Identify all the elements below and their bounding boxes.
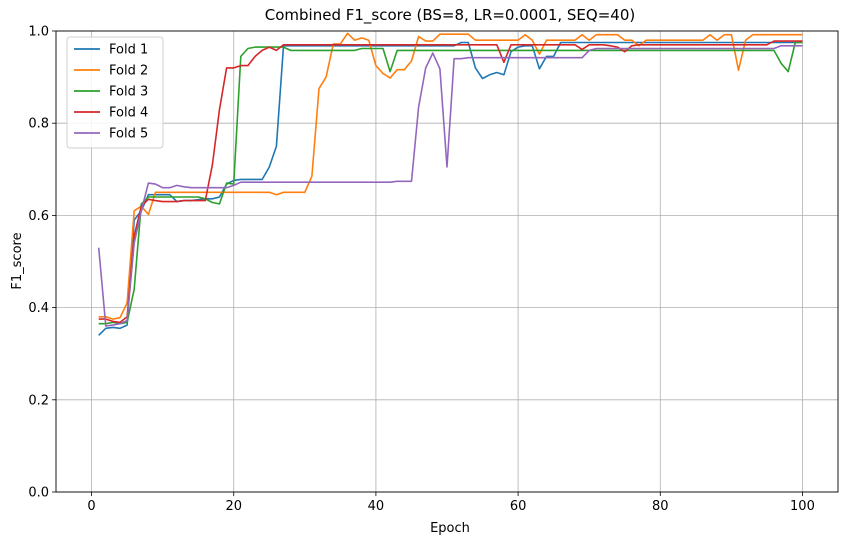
x-tick-label: 100: [790, 499, 815, 514]
series-line-fold-5: [97, 44, 803, 327]
series-line-fold-2: [98, 32, 803, 320]
x-axis-label: Epoch: [430, 521, 470, 536]
x-tick-label: 80: [652, 499, 669, 514]
legend-label: Fold 1: [109, 43, 148, 58]
legend: Fold 1 Fold 2 Fold 3 Fold 4 Fold 5: [66, 36, 164, 149]
chart-title: Combined F1_score (BS=8, LR=0.0001, SEQ=…: [265, 6, 635, 25]
series-lines: [97, 32, 803, 336]
series-line-fold-3: [98, 41, 803, 325]
y-tick-label: 1.0: [28, 25, 49, 40]
y-tick-label: 0.2: [28, 393, 49, 408]
series-line-fold-1: [98, 41, 803, 336]
y-tick-label: 0.0: [28, 486, 49, 501]
x-tick-label: 60: [510, 499, 527, 514]
plot-frame: [55, 30, 839, 493]
legend-box: [66, 36, 164, 149]
x-tick-label: 20: [225, 499, 242, 514]
x-tick-label: 0: [87, 499, 95, 514]
legend-label: Fold 3: [109, 85, 148, 100]
legend-label: Fold 4: [109, 106, 148, 121]
x-tick-label: 40: [368, 499, 385, 514]
y-axis-label: F1_score: [10, 232, 25, 289]
legend-label: Fold 2: [109, 64, 148, 79]
y-tick-label: 0.6: [28, 209, 49, 224]
y-tick-label: 0.8: [28, 117, 49, 132]
y-tick-label: 0.4: [28, 301, 49, 316]
legend-label: Fold 5: [109, 127, 148, 142]
series-line-fold-4: [98, 40, 803, 324]
axes: 0 20 40 60 80 100 0.0 0.2 0.4 0.6 0.8 1.0: [28, 25, 839, 514]
